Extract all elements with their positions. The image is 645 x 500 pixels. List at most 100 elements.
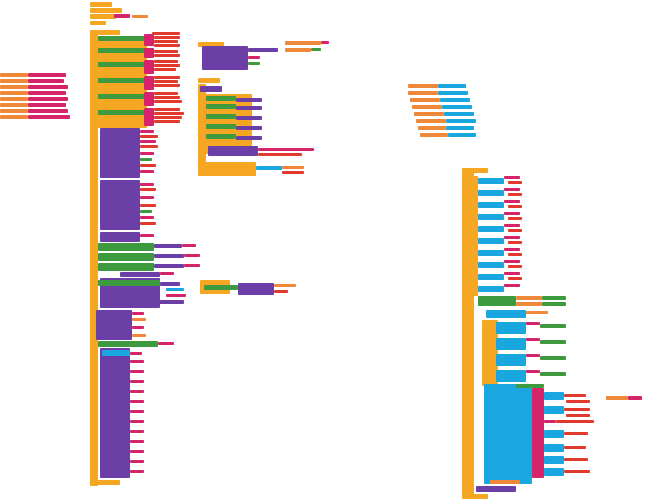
logic-block[interactable]	[540, 340, 566, 344]
text-block[interactable]	[140, 152, 154, 155]
text-block[interactable]	[130, 410, 144, 413]
event-block[interactable]	[90, 21, 106, 25]
text-block[interactable]	[166, 294, 186, 297]
text-block[interactable]	[248, 56, 260, 59]
math-block[interactable]	[544, 444, 564, 452]
text-block[interactable]	[28, 115, 70, 119]
text-string-block[interactable]	[154, 54, 180, 57]
text-block[interactable]	[130, 352, 142, 355]
math-block[interactable]	[496, 322, 526, 334]
text-block[interactable]	[628, 396, 642, 400]
logic-block[interactable]	[140, 210, 152, 213]
text-block[interactable]	[28, 91, 66, 95]
variable-block[interactable]	[414, 112, 444, 116]
event-block[interactable]	[90, 8, 122, 13]
text-block[interactable]	[28, 73, 66, 77]
variable-block[interactable]	[132, 15, 148, 18]
variable-block[interactable]	[490, 480, 520, 484]
variable-block[interactable]	[0, 73, 28, 77]
math-block[interactable]	[438, 84, 466, 88]
text-string-block[interactable]	[508, 241, 522, 244]
for-each-block[interactable]	[470, 176, 478, 296]
math-block[interactable]	[440, 98, 470, 102]
text-string-block[interactable]	[154, 100, 182, 103]
component-getter-block[interactable]	[236, 116, 262, 120]
text-string-block[interactable]	[508, 193, 522, 196]
text-block[interactable]	[504, 284, 520, 287]
logic-block[interactable]	[516, 384, 544, 388]
variable-block[interactable]	[606, 396, 628, 400]
math-block[interactable]	[496, 338, 526, 350]
text-string-block[interactable]	[140, 204, 156, 207]
math-block[interactable]	[446, 126, 474, 130]
text-block[interactable]	[526, 354, 540, 357]
text-block[interactable]	[504, 248, 520, 251]
text-string-block[interactable]	[564, 446, 586, 449]
text-block[interactable]	[158, 342, 174, 345]
text-block[interactable]	[130, 390, 144, 393]
component-setter-block[interactable]	[238, 283, 274, 295]
component-getter-block[interactable]	[144, 300, 184, 304]
text-string-block[interactable]	[564, 432, 588, 435]
logic-compare-block[interactable]	[98, 94, 144, 99]
text-block[interactable]	[321, 41, 329, 44]
variable-block[interactable]	[132, 318, 146, 321]
text-block[interactable]	[132, 312, 144, 315]
text-string-block[interactable]	[258, 153, 302, 156]
math-block[interactable]	[478, 274, 504, 280]
text-string-block[interactable]	[154, 120, 180, 123]
text-string-block[interactable]	[154, 50, 178, 53]
text-string-block[interactable]	[154, 92, 178, 95]
text-block[interactable]	[130, 450, 144, 453]
logic-compare-block[interactable]	[206, 96, 236, 101]
if-block[interactable]	[482, 320, 498, 386]
logic-block[interactable]	[98, 280, 160, 286]
logic-compare-block[interactable]	[98, 62, 144, 67]
math-block[interactable]	[478, 238, 504, 244]
text-string-block[interactable]	[140, 222, 156, 225]
math-block[interactable]	[444, 112, 474, 116]
text-string-block[interactable]	[564, 458, 588, 461]
text-block[interactable]	[504, 272, 520, 275]
math-block[interactable]	[448, 133, 476, 137]
logic-compare-block[interactable]	[98, 48, 144, 53]
math-block[interactable]	[102, 350, 130, 356]
text-string-block[interactable]	[508, 217, 522, 220]
text-block[interactable]	[526, 370, 540, 373]
text-string-block[interactable]	[282, 171, 304, 174]
text-block[interactable]	[504, 212, 520, 215]
text-string-block[interactable]	[508, 265, 522, 268]
variable-block[interactable]	[0, 97, 28, 101]
text-join-block[interactable]	[532, 388, 544, 478]
text-block[interactable]	[144, 48, 154, 58]
text-string-block[interactable]	[556, 420, 594, 423]
math-block[interactable]	[486, 310, 526, 318]
variable-block[interactable]	[416, 119, 446, 123]
text-block[interactable]	[526, 322, 540, 325]
math-block[interactable]	[496, 370, 526, 382]
math-block[interactable]	[478, 190, 504, 196]
text-block[interactable]	[132, 326, 144, 329]
text-block[interactable]	[160, 272, 174, 275]
logic-compare-block[interactable]	[98, 78, 144, 83]
logic-block[interactable]	[540, 356, 566, 360]
component-setter-block[interactable]	[200, 86, 222, 92]
text-block[interactable]	[130, 380, 144, 383]
variable-block[interactable]	[285, 48, 311, 52]
text-block[interactable]	[28, 79, 64, 83]
math-block[interactable]	[544, 456, 564, 464]
logic-block[interactable]	[98, 243, 154, 251]
variable-block[interactable]	[0, 103, 28, 107]
text-block[interactable]	[144, 34, 154, 46]
text-string-block[interactable]	[508, 253, 522, 256]
component-getter-block[interactable]	[236, 106, 262, 110]
text-string-block[interactable]	[274, 290, 288, 293]
math-block[interactable]	[496, 354, 526, 366]
event-block[interactable]	[90, 14, 116, 19]
text-string-block[interactable]	[154, 44, 180, 47]
text-block[interactable]	[130, 430, 144, 433]
text-string-block[interactable]	[508, 205, 522, 208]
text-block[interactable]	[504, 188, 520, 191]
component-setter-block[interactable]	[202, 46, 248, 70]
logic-block[interactable]	[98, 253, 154, 261]
